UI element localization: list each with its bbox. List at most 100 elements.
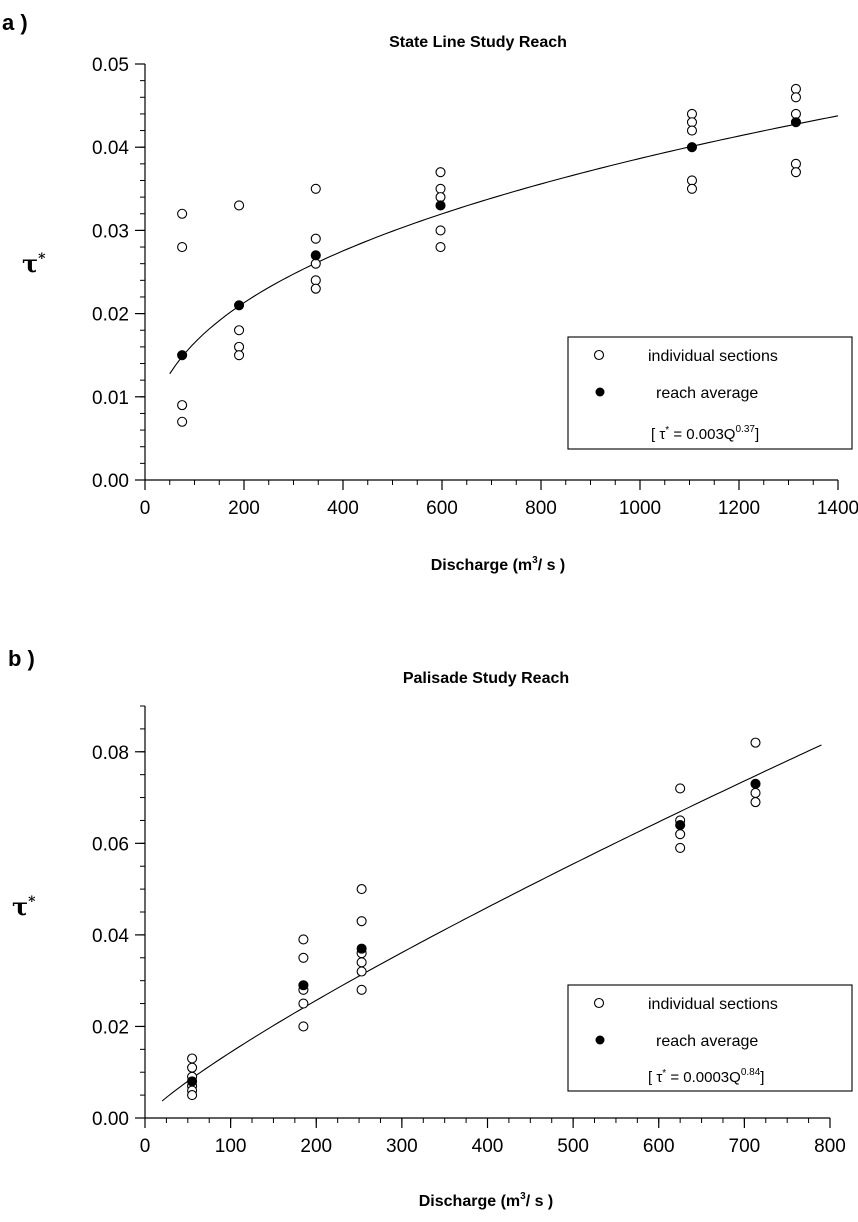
- y-tick-label: 0.02: [92, 305, 129, 326]
- x-tick-label: 400: [472, 1136, 504, 1157]
- individual-section-point: [750, 787, 761, 799]
- individual-section-point: [234, 341, 245, 352]
- x-tick-label: 200: [228, 498, 260, 519]
- x-tick-label: 700: [729, 1136, 761, 1157]
- x-tick-label: 100: [215, 1136, 247, 1157]
- y-tick-label: 0.01: [92, 388, 129, 409]
- individual-section-point: [298, 934, 309, 945]
- panel-b-legend-individual: individual sections: [648, 996, 778, 1013]
- panel-a-tick-labels: 0 200 400 600 800 1000 1200 1400 0.00 0.01 0.02 0.0…: [92, 55, 858, 519]
- individual-section-point: [435, 241, 446, 253]
- individual-section-point: [686, 183, 698, 194]
- individual-section-point: [298, 998, 309, 1009]
- x-tick-label: 1400: [817, 498, 858, 519]
- individual-section-point: [356, 984, 367, 995]
- individual-section-point: [790, 92, 801, 103]
- individual-section-point: [177, 208, 188, 219]
- reach-average-point: [234, 300, 245, 311]
- y-tick-label: 0.05: [92, 55, 129, 76]
- panel-a-legend-equation: [ τ* = 0.003Q0.37]: [651, 424, 759, 443]
- individual-section-point: [686, 175, 698, 186]
- x-tick-label: 800: [525, 498, 557, 519]
- individual-section-point: [234, 200, 245, 211]
- individual-section-point: [435, 192, 446, 203]
- panel-a-letter: a ): [2, 10, 28, 35]
- individual-section-point: [435, 183, 446, 194]
- reach-average-point: [750, 778, 761, 789]
- individual-section-point: [686, 108, 698, 119]
- y-tick-label: 0.02: [92, 1017, 129, 1038]
- individual-section-point: [356, 957, 367, 968]
- y-tick-label: 0.00: [92, 1109, 129, 1130]
- x-tick-label: 1200: [718, 498, 760, 519]
- reach-average-point: [686, 142, 698, 153]
- x-tick-label: 0: [140, 1136, 151, 1157]
- individual-section-point: [435, 167, 446, 178]
- x-tick-label: 800: [814, 1136, 846, 1157]
- panel-b-legend-filled-marker: [595, 1035, 605, 1045]
- x-tick-label: 300: [386, 1136, 418, 1157]
- panel-a-fit-curve: [169, 115, 839, 375]
- x-tick-label: 600: [426, 498, 458, 519]
- panel-b-x-axis-label: Discharge (m3/ s ): [419, 1191, 554, 1210]
- reach-average-point: [435, 200, 446, 211]
- y-tick-label: 0.04: [92, 138, 129, 159]
- individual-section-point: [356, 884, 367, 895]
- individual-section-point: [790, 158, 801, 169]
- individual-section-point: [187, 1062, 198, 1073]
- individual-section-point: [356, 916, 367, 927]
- panel-a-legend-filled-marker: [595, 387, 605, 397]
- individual-section-point: [310, 233, 321, 244]
- individual-section-point: [675, 783, 686, 794]
- reach-average-point: [310, 250, 321, 261]
- reach-average-point: [177, 350, 188, 361]
- panel-a-x-axis-label: Discharge (m3/ s ): [431, 555, 566, 574]
- individual-section-point: [356, 966, 367, 977]
- x-tick-label: 400: [327, 498, 359, 519]
- individual-section-point: [310, 275, 321, 286]
- panel-a-legend: individual sections reach average [ τ* =…: [567, 336, 853, 450]
- panel-b-points: [187, 737, 761, 1101]
- individual-section-point: [177, 400, 188, 411]
- panel-b-legend: individual sections reach average [ τ* =…: [567, 984, 853, 1092]
- x-tick-label: 600: [643, 1136, 675, 1157]
- individual-section-point: [790, 83, 801, 95]
- panel-b-legend-box: [567, 984, 853, 1092]
- panel-a-legend-individual: individual sections: [648, 348, 778, 365]
- panel-b: b ) Palisade Study Reach 0 100 200 300 400 50…: [8, 646, 853, 1210]
- individual-section-point: [187, 1090, 198, 1101]
- y-tick-label: 0.08: [92, 743, 129, 764]
- x-tick-label: 1000: [619, 498, 661, 519]
- x-tick-label: 200: [300, 1136, 332, 1157]
- y-tick-label: 0.03: [92, 221, 129, 242]
- individual-section-point: [310, 283, 321, 294]
- panel-b-legend-average: reach average: [656, 1033, 758, 1050]
- individual-section-point: [310, 183, 321, 194]
- individual-section-point: [435, 225, 446, 236]
- individual-section-point: [187, 1053, 198, 1064]
- reach-average-point: [187, 1076, 198, 1087]
- individual-section-point: [750, 737, 761, 748]
- panel-b-axes: [135, 705, 831, 1128]
- individual-section-point: [298, 1021, 309, 1032]
- y-tick-label: 0.04: [92, 926, 129, 947]
- panel-b-letter: b ): [8, 646, 35, 671]
- panel-a-points: [177, 83, 801, 427]
- panel-b-legend-equation: [ τ* = 0.0003Q0.84]: [648, 1067, 764, 1086]
- individual-section-point: [790, 108, 801, 119]
- individual-section-point: [310, 258, 321, 269]
- panel-b-title: Palisade Study Reach: [403, 670, 569, 687]
- panel-a-axes: [135, 63, 839, 490]
- individual-section-point: [686, 117, 698, 128]
- panel-b-tick-labels: 0 100 200 300 400 500 600 700 800 0.00 0.02 0.04 0.0…: [92, 743, 846, 1157]
- panel-b-fit-curve: [161, 744, 822, 1102]
- reach-average-point: [790, 117, 801, 128]
- individual-section-point: [675, 829, 686, 840]
- panel-a: a ) State Line Study Reach 0 200 400 600 800…: [2, 10, 858, 574]
- panel-b-legend-open-marker: [593, 997, 605, 1009]
- individual-section-point: [177, 416, 188, 427]
- y-tick-label: 0.00: [92, 471, 129, 492]
- individual-section-point: [675, 842, 686, 853]
- individual-section-point: [234, 325, 245, 336]
